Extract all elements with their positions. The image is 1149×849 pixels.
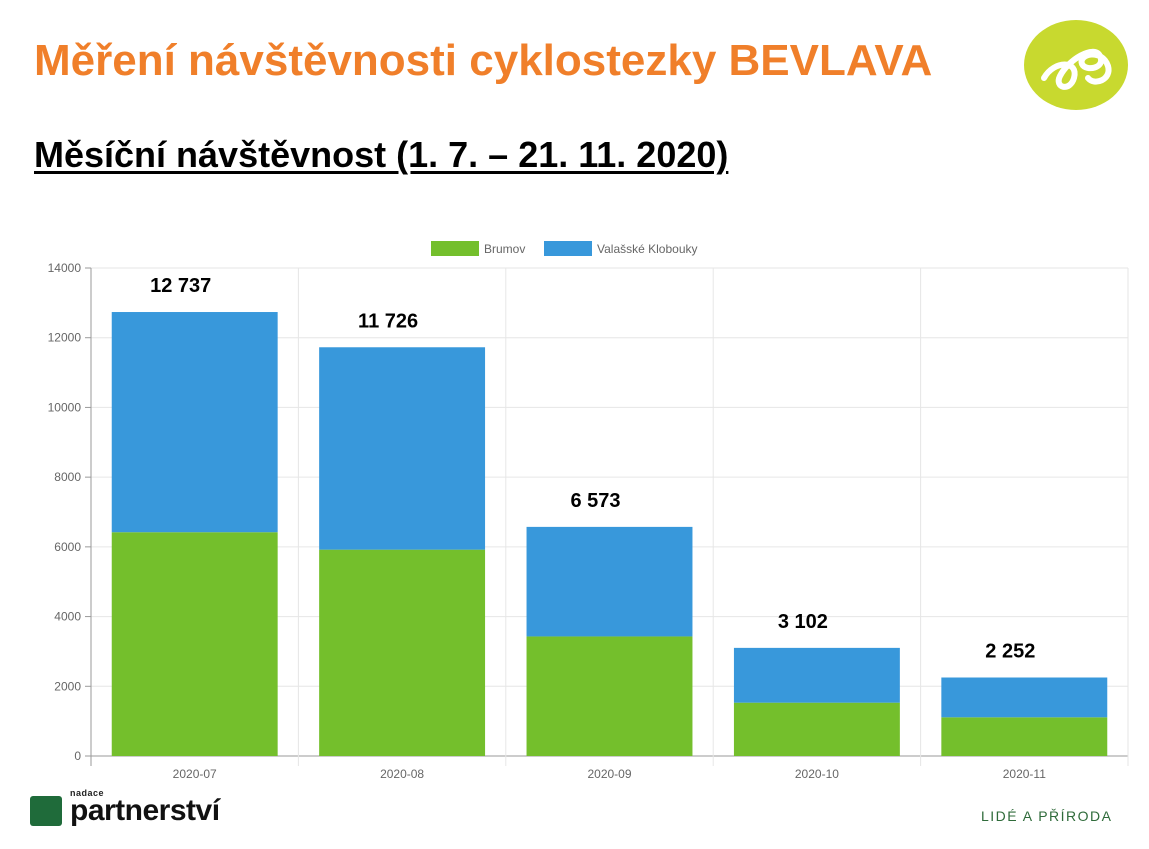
bar-valasske-klobouky-2020-11 [941,677,1108,718]
bar-valasske-klobouky-2020-08 [319,347,486,550]
chart-labels: 0 2000 4000 6000 8000 10000 12000 14000 12 737 20… [48,261,1047,781]
partner-small-text: nadace [70,788,105,798]
y-tick-label: 8000 [54,470,81,484]
legend-swatch-valasske-klobouky[interactable] [544,241,592,256]
chart-bars [111,312,1108,756]
partner-mark-icon [30,796,62,826]
x-tick-label: 2020-08 [380,767,424,781]
legend-label-brumov[interactable]: Brumov [484,242,525,256]
y-tick-label: 4000 [54,610,81,624]
x-tick-label: 2020-07 [173,767,217,781]
total-label-2020-07: 12 737 [150,275,211,297]
y-tick-label: 10000 [48,400,82,414]
partner-name: partnerství [70,794,220,827]
bar-valasske-klobouky-2020-09 [526,526,693,637]
slogan: LIDÉ A PŘÍRODA [981,808,1113,824]
bar-brumov-2020-11 [941,717,1108,756]
total-label-2020-08: 11 726 [358,310,418,332]
legend-swatch-brumov[interactable] [431,241,479,256]
slide-title: Měření návštěvnosti cyklostezky BEVLAVA [34,36,933,85]
x-tick-label: 2020-09 [587,767,631,781]
y-tick-label: 0 [74,749,81,763]
bar-brumov-2020-08 [319,549,486,756]
y-tick-label: 14000 [48,261,82,275]
bar-brumov-2020-10 [733,702,900,756]
total-label-2020-10: 3 102 [778,611,828,633]
chart-legend: Brumov Valašské Klobouky [431,241,698,256]
slide-subtitle: Měsíční návštěvnost (1. 7. – 21. 11. 202… [34,134,729,175]
x-tick-label: 2020-11 [1003,767,1046,781]
y-tick-label: 6000 [54,540,81,554]
total-label-2020-11: 2 252 [985,641,1035,663]
bar-valasske-klobouky-2020-07 [111,312,278,533]
legend-label-valasske-klobouky[interactable]: Valašské Klobouky [597,242,698,256]
cyclist-swirl-logo-icon [1024,20,1128,110]
partner-logo: nadace partnerství [30,788,250,832]
bar-valasske-klobouky-2020-10 [733,647,900,703]
bar-brumov-2020-07 [111,532,278,756]
bar-brumov-2020-09 [526,636,693,756]
x-tick-label: 2020-10 [795,767,839,781]
y-tick-label: 2000 [54,679,81,693]
total-label-2020-09: 6 573 [570,490,620,512]
y-tick-label: 12000 [48,331,82,345]
